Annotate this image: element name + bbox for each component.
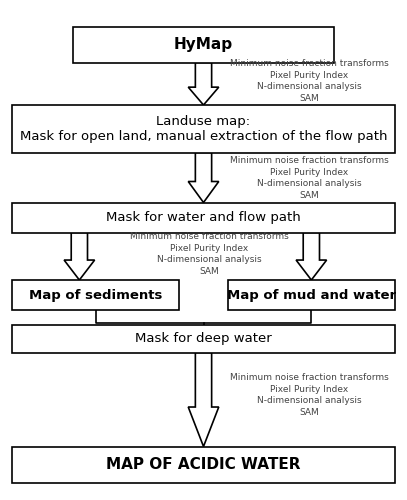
Polygon shape — [64, 232, 94, 280]
Text: Mask for deep water: Mask for deep water — [135, 332, 272, 345]
Bar — [12, 105, 395, 152]
Text: Map of mud and water: Map of mud and water — [227, 288, 396, 302]
Text: Minimum noise fraction transforms
Pixel Purity Index
N-dimensional analysis
SAM: Minimum noise fraction transforms Pixel … — [230, 156, 389, 200]
Text: Minimum noise fraction transforms
Pixel Purity Index
N-dimensional analysis
SAM: Minimum noise fraction transforms Pixel … — [230, 59, 389, 103]
Text: MAP OF ACIDIC WATER: MAP OF ACIDIC WATER — [106, 457, 301, 472]
Bar — [12, 280, 179, 310]
Text: Mask for water and flow path: Mask for water and flow path — [106, 211, 301, 224]
Polygon shape — [188, 62, 219, 105]
Text: Minimum noise fraction transforms
Pixel Purity Index
N-dimensional analysis
SAM: Minimum noise fraction transforms Pixel … — [230, 373, 389, 417]
Bar — [228, 280, 395, 310]
Polygon shape — [188, 152, 219, 202]
Text: Landuse map:
Mask for open land, manual extraction of the flow path: Landuse map: Mask for open land, manual … — [20, 115, 387, 143]
Bar — [12, 446, 395, 482]
Text: HyMap: HyMap — [174, 37, 233, 52]
Text: Minimum noise fraction transforms
Pixel Purity Index
N-dimensional analysis
SAM: Minimum noise fraction transforms Pixel … — [130, 232, 289, 276]
Bar — [12, 325, 395, 352]
Polygon shape — [188, 352, 219, 446]
Bar — [73, 26, 334, 63]
Bar — [12, 202, 395, 232]
Text: Map of sediments: Map of sediments — [29, 288, 162, 302]
Polygon shape — [296, 232, 326, 280]
